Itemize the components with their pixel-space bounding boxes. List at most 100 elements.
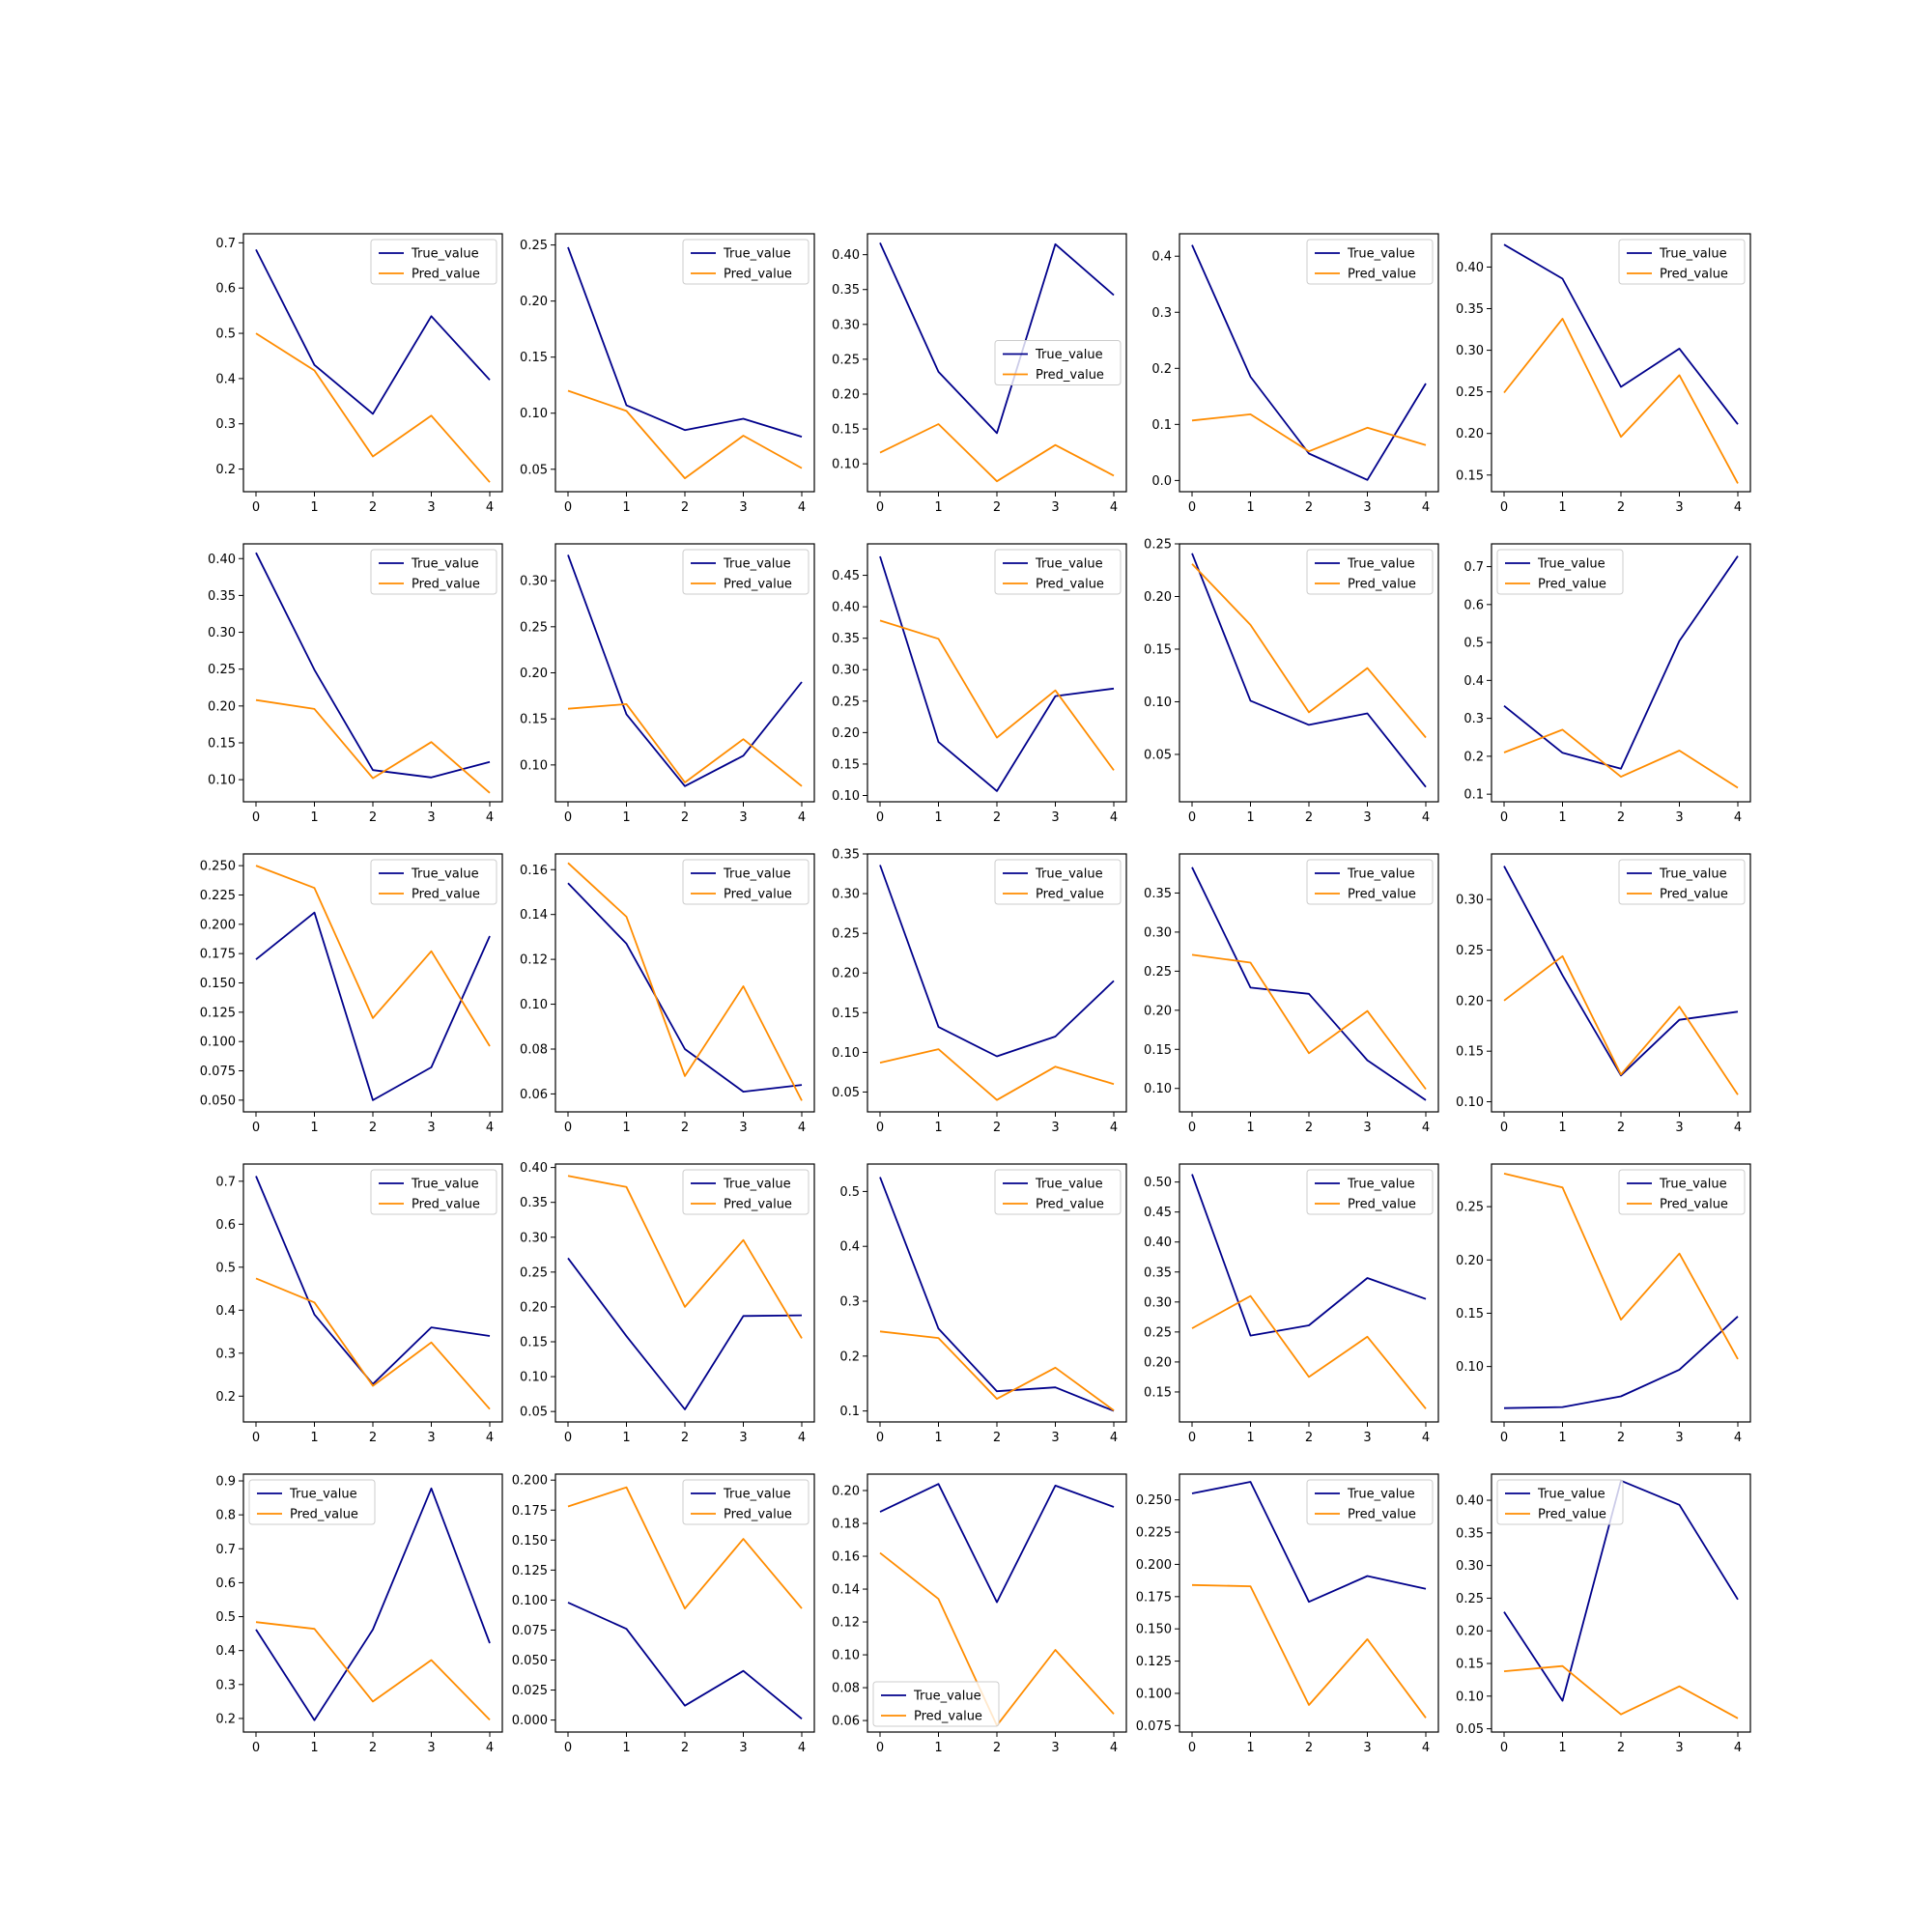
y-tick-label: 0.05 bbox=[1144, 748, 1172, 762]
subplot-8: 0 1 2 3 4 0.10 0.15 0.20 0.25 0.30 0.35 0.40 0.45 Tru… bbox=[832, 543, 1127, 825]
y-tick-label: 0.250 bbox=[1136, 1493, 1172, 1508]
y-tick-label: 0.4 bbox=[1151, 250, 1172, 265]
legend-label-true: True_value bbox=[1659, 1178, 1727, 1192]
legend: True_value Pred_value bbox=[682, 239, 810, 285]
x-tick-label: 0 bbox=[1188, 1741, 1196, 1755]
x-tick-label: 3 bbox=[739, 1741, 747, 1755]
x-tick-label: 3 bbox=[1363, 500, 1371, 515]
subplot-11: 0 1 2 3 4 0.050 0.075 0.100 0.125 0.150 0.175 0.200… bbox=[200, 853, 503, 1135]
x-tick-label: 2 bbox=[681, 1741, 689, 1755]
x-tick-label: 1 bbox=[1246, 1431, 1254, 1445]
x-tick-label: 0 bbox=[1500, 1121, 1508, 1135]
legend: True_value Pred_value bbox=[370, 549, 497, 595]
legend-label-true: True_value bbox=[1659, 247, 1727, 262]
x-tick-label: 2 bbox=[993, 810, 1001, 825]
legend-label-pred: Pred_value bbox=[1660, 888, 1728, 902]
y-tick-label: 0.15 bbox=[1144, 642, 1172, 657]
y-tick-label: 0.25 bbox=[1456, 944, 1484, 958]
x-tick-label: 2 bbox=[1305, 1431, 1313, 1445]
legend-label-pred: Pred_value bbox=[412, 1198, 480, 1212]
y-tick-label: 0.30 bbox=[520, 1231, 548, 1245]
y-tick-label: 0.125 bbox=[200, 1006, 236, 1020]
x-tick-label: 3 bbox=[1051, 1121, 1059, 1135]
y-tick-label: 0.35 bbox=[208, 589, 236, 604]
y-tick-label: 0.150 bbox=[1136, 1623, 1172, 1637]
legend: True_value Pred_value bbox=[1306, 1169, 1434, 1215]
y-tick-label: 0.12 bbox=[520, 953, 548, 968]
legend-label-true: True_value bbox=[1035, 867, 1103, 882]
legend: True_value Pred_value bbox=[1496, 1479, 1624, 1525]
y-tick-label: 0.10 bbox=[1456, 1360, 1484, 1375]
legend: True_value Pred_value bbox=[994, 549, 1122, 595]
y-tick-label: 0.050 bbox=[200, 1094, 236, 1108]
legend-label-true: True_value bbox=[411, 247, 479, 262]
y-tick-label: 0.15 bbox=[1456, 1658, 1484, 1672]
subplot-21: 0 1 2 3 4 0.2 0.3 0.4 0.5 0.6 0.7 0.8 0.9 True_value P… bbox=[215, 1473, 503, 1755]
y-tick-label: 0.45 bbox=[832, 569, 860, 583]
y-tick-label: 0.100 bbox=[200, 1036, 236, 1050]
y-tick-label: 0.14 bbox=[832, 1583, 860, 1598]
pred-value-line bbox=[1191, 563, 1427, 739]
y-tick-label: 0.10 bbox=[520, 407, 548, 421]
true-value-line bbox=[255, 248, 491, 415]
legend: True_value Pred_value bbox=[682, 1169, 810, 1215]
y-tick-label: 0.30 bbox=[208, 626, 236, 640]
y-tick-label: 0.2 bbox=[215, 1712, 236, 1726]
x-tick-label: 4 bbox=[486, 1741, 494, 1755]
legend-label-true: True_value bbox=[1035, 1178, 1103, 1192]
legend-label-pred: Pred_value bbox=[1036, 888, 1104, 902]
legend-label-pred: Pred_value bbox=[1538, 1508, 1606, 1522]
y-tick-label: 0.075 bbox=[1136, 1719, 1172, 1734]
x-tick-label: 3 bbox=[739, 500, 747, 515]
x-tick-label: 4 bbox=[798, 1741, 806, 1755]
legend: True_value Pred_value bbox=[1306, 239, 1434, 285]
subplot-6: 0 1 2 3 4 0.10 0.15 0.20 0.25 0.30 0.35 0.40 True_va… bbox=[208, 543, 503, 825]
x-tick-label: 4 bbox=[1110, 1121, 1118, 1135]
y-tick-label: 0.150 bbox=[512, 1534, 548, 1548]
x-tick-label: 4 bbox=[1734, 1741, 1742, 1755]
y-tick-label: 0.025 bbox=[512, 1684, 548, 1698]
x-tick-label: 4 bbox=[1422, 1121, 1430, 1135]
subplot-14: 0 1 2 3 4 0.10 0.15 0.20 0.25 0.30 0.35 True_value P… bbox=[1144, 853, 1439, 1135]
y-tick-label: 0.20 bbox=[1456, 994, 1484, 1009]
x-tick-label: 2 bbox=[369, 810, 377, 825]
x-tick-label: 2 bbox=[993, 1741, 1001, 1755]
y-tick-label: 0.35 bbox=[832, 632, 860, 646]
pred-value-line bbox=[567, 389, 803, 480]
legend: True_value Pred_value bbox=[1496, 549, 1624, 595]
y-tick-label: 0.40 bbox=[1456, 261, 1484, 275]
legend-label-true: True_value bbox=[723, 247, 791, 262]
legend-label-true: True_value bbox=[1347, 1178, 1415, 1192]
legend: True_value Pred_value bbox=[994, 1169, 1122, 1215]
subplot-1: 0 1 2 3 4 0.2 0.3 0.4 0.5 0.6 0.7 True_value Pred_va… bbox=[215, 233, 503, 515]
legend-label-true: True_value bbox=[411, 557, 479, 572]
y-tick-label: 0.50 bbox=[1144, 1176, 1172, 1190]
legend-label-pred: Pred_value bbox=[1036, 368, 1104, 383]
y-tick-label: 0.4 bbox=[215, 1304, 236, 1319]
true-value-line bbox=[1191, 1174, 1427, 1337]
y-tick-label: 0.4 bbox=[215, 372, 236, 386]
y-tick-label: 0.2 bbox=[839, 1350, 860, 1364]
x-tick-label: 1 bbox=[310, 810, 318, 825]
x-tick-label: 3 bbox=[739, 1431, 747, 1445]
legend-label-true: True_value bbox=[913, 1690, 981, 1704]
y-tick-label: 0.15 bbox=[1456, 1045, 1484, 1060]
legend-label-pred: Pred_value bbox=[724, 1198, 792, 1212]
y-tick-label: 0.9 bbox=[215, 1475, 236, 1490]
x-tick-label: 3 bbox=[1675, 500, 1683, 515]
x-tick-label: 4 bbox=[798, 810, 806, 825]
x-tick-label: 0 bbox=[252, 1431, 260, 1445]
y-tick-label: 0.050 bbox=[512, 1654, 548, 1668]
x-tick-label: 0 bbox=[1500, 1741, 1508, 1755]
x-tick-label: 1 bbox=[310, 1741, 318, 1755]
y-tick-label: 0.2 bbox=[1463, 750, 1484, 764]
x-tick-label: 0 bbox=[564, 1741, 572, 1755]
legend-label-pred: Pred_value bbox=[1348, 888, 1416, 902]
true-value-line bbox=[1191, 244, 1427, 481]
x-tick-label: 2 bbox=[681, 1431, 689, 1445]
legend-label-true: True_value bbox=[723, 557, 791, 572]
y-tick-label: 0.12 bbox=[832, 1616, 860, 1631]
x-tick-label: 3 bbox=[427, 810, 435, 825]
legend: True_value Pred_value bbox=[1306, 1479, 1434, 1525]
y-tick-label: 0.25 bbox=[1456, 385, 1484, 400]
